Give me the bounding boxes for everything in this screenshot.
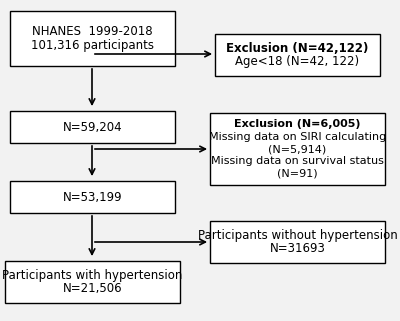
Text: (N=5,914): (N=5,914) — [268, 144, 327, 154]
Text: (N=91): (N=91) — [277, 169, 318, 179]
Text: N=21,506: N=21,506 — [63, 282, 122, 295]
Bar — [210, 221, 385, 263]
Text: Exclusion (N=6,005): Exclusion (N=6,005) — [234, 119, 361, 129]
Text: Missing data on survival status: Missing data on survival status — [211, 156, 384, 166]
Bar — [5, 261, 180, 303]
Text: N=31693: N=31693 — [270, 242, 326, 255]
Bar — [215, 34, 380, 76]
Bar — [10, 111, 175, 143]
Text: Participants without hypertension: Participants without hypertension — [198, 229, 397, 242]
Text: Missing data on SIRI calculating: Missing data on SIRI calculating — [209, 132, 386, 142]
Text: NHANES  1999-2018: NHANES 1999-2018 — [32, 25, 153, 39]
Text: Participants with hypertension: Participants with hypertension — [2, 269, 183, 282]
Text: Age<18 (N=42, 122): Age<18 (N=42, 122) — [236, 55, 360, 68]
Text: 101,316 participants: 101,316 participants — [31, 39, 154, 52]
Text: N=53,199: N=53,199 — [63, 190, 122, 204]
Text: Exclusion (N=42,122): Exclusion (N=42,122) — [226, 42, 369, 55]
Text: N=59,204: N=59,204 — [63, 120, 122, 134]
Bar — [10, 181, 175, 213]
Bar — [10, 11, 175, 66]
Bar — [210, 113, 385, 185]
